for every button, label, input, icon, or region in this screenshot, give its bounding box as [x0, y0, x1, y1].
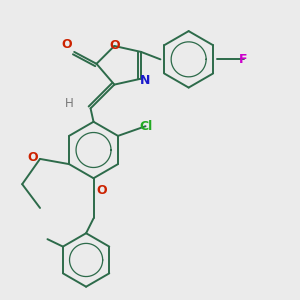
Text: N: N — [140, 74, 150, 87]
Text: O: O — [27, 151, 38, 164]
Text: O: O — [61, 38, 72, 51]
Text: Cl: Cl — [139, 120, 152, 133]
Text: O: O — [97, 184, 107, 196]
Text: O: O — [109, 40, 120, 52]
Text: F: F — [239, 53, 248, 66]
Text: H: H — [65, 98, 74, 110]
